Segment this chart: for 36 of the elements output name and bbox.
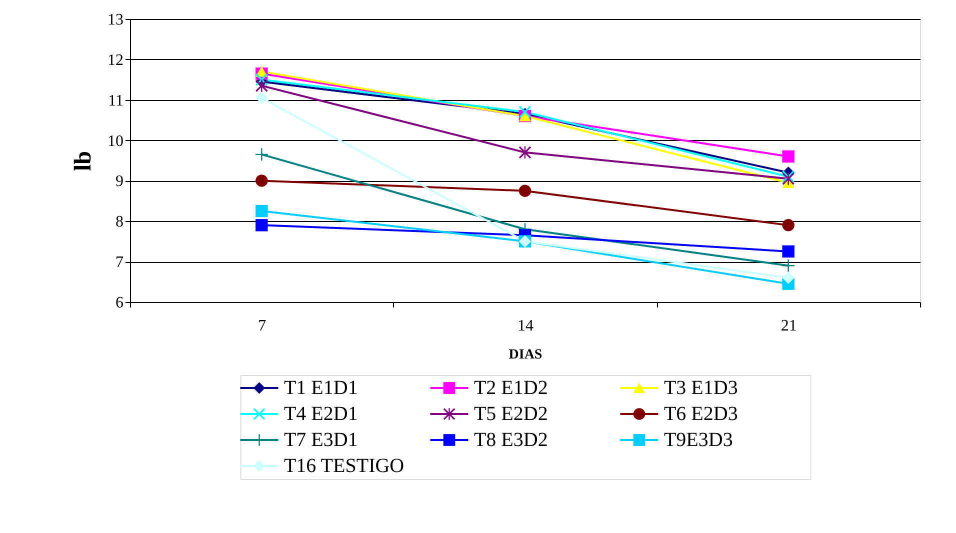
- point: [782, 150, 794, 163]
- y-tick-label: 9: [116, 173, 124, 190]
- point: [256, 148, 268, 161]
- legend-label: T9E3D3: [664, 429, 733, 451]
- legend-label: T3 E1D3: [664, 377, 738, 399]
- y-axis-title: lb: [70, 150, 96, 172]
- x-tick-label: 14: [518, 318, 534, 334]
- y-tick-label: 10: [108, 132, 124, 150]
- point: [518, 184, 532, 197]
- point: [782, 259, 794, 272]
- point: [256, 204, 268, 218]
- x-axis-title: DIAS: [508, 348, 542, 362]
- point: [782, 245, 794, 258]
- point: [782, 219, 794, 232]
- legend-label: T16 TESTIGO: [284, 455, 404, 477]
- point: [256, 219, 268, 232]
- legend-label: T4 E2D1: [284, 403, 358, 425]
- point: [518, 146, 532, 159]
- point: [256, 92, 268, 104]
- x-tick-label: 7: [258, 318, 266, 334]
- point: [256, 80, 268, 92]
- y-tick-label: 13: [108, 12, 124, 28]
- legend-label: T1 E1D1: [284, 377, 358, 399]
- legend-label: T6 E2D3: [664, 403, 738, 425]
- x-tick-label: 21: [780, 318, 797, 334]
- y-tick-label: 6: [116, 294, 124, 312]
- point: [782, 272, 794, 284]
- legend-label: T2 E1D2: [474, 377, 548, 399]
- y-tick-label: 8: [116, 214, 124, 231]
- y-tick-label: 7: [116, 254, 124, 272]
- legend-label: T8 E3D2: [474, 429, 548, 451]
- legend-label: T7 E3D1: [284, 429, 358, 451]
- y-tick-label: 11: [108, 92, 124, 110]
- point: [256, 174, 268, 187]
- legend-label: T5 E2D2: [474, 403, 548, 425]
- y-tick-label: 12: [108, 52, 124, 69]
